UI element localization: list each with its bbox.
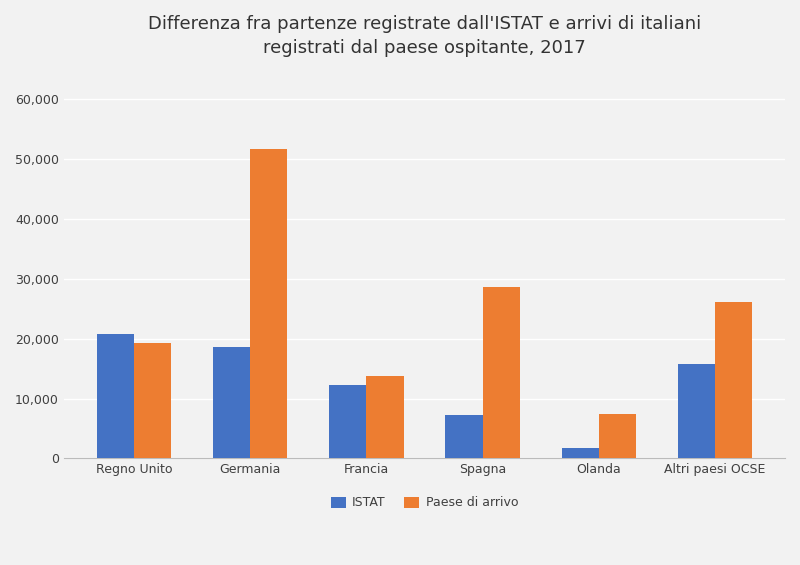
- Bar: [250, 149, 287, 458]
- Bar: [134, 343, 171, 458]
- Bar: [678, 364, 715, 458]
- Bar: [482, 286, 520, 458]
- Bar: [97, 334, 134, 458]
- Bar: [598, 414, 636, 458]
- Bar: [213, 347, 250, 458]
- Bar: [715, 302, 752, 458]
- Bar: [329, 385, 366, 458]
- Title: Differenza fra partenze registrate dall'ISTAT e arrivi di italiani
registrati da: Differenza fra partenze registrate dall'…: [148, 15, 701, 56]
- Bar: [446, 415, 482, 458]
- Bar: [366, 376, 403, 458]
- Legend: ISTAT, Paese di arrivo: ISTAT, Paese di arrivo: [326, 492, 523, 514]
- Bar: [562, 447, 598, 458]
